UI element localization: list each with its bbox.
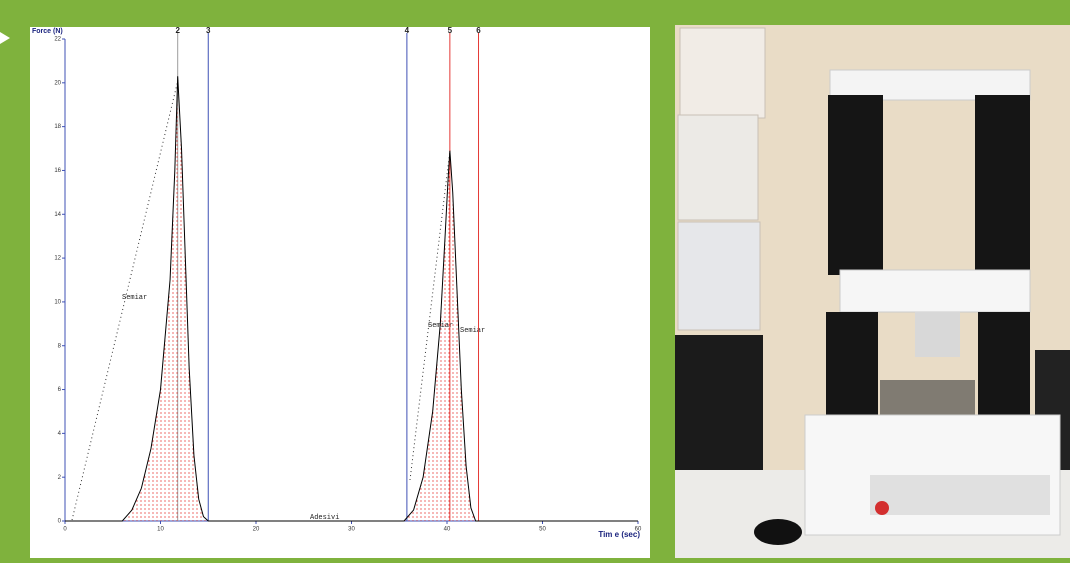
- bellows: [975, 95, 1030, 275]
- x-tick-label: 60: [635, 527, 642, 533]
- marker-label: 2: [175, 26, 180, 35]
- annotation: Semiar: [460, 327, 485, 335]
- photo: [675, 25, 1070, 558]
- marker-label: 6: [476, 26, 481, 35]
- y-axis-label: Force (N): [32, 28, 63, 35]
- y-tick-label: 22: [54, 37, 61, 43]
- y-tick-label: 18: [54, 124, 61, 130]
- sample-stage: [880, 380, 975, 420]
- marker-label: 4: [405, 26, 410, 35]
- bellows: [826, 312, 878, 432]
- slide-canvas: Force (N) Tim e (sec) Semiar Semiar Semi…: [0, 0, 1070, 558]
- slide: Force (N) Tim e (sec) Semiar Semiar Semi…: [0, 0, 1070, 558]
- x-tick-label: 20: [253, 527, 260, 533]
- poster: [680, 28, 765, 118]
- y-tick-label: 14: [54, 212, 61, 218]
- bullet-arrow: [0, 32, 10, 44]
- x-tick-label: 10: [157, 527, 164, 533]
- mouse: [754, 519, 802, 545]
- marker-label: 3: [206, 26, 211, 35]
- x-tick-label: 40: [444, 527, 451, 533]
- x-tick-label: 50: [539, 527, 546, 533]
- poster: [678, 115, 758, 220]
- y-tick-label: 10: [54, 299, 61, 305]
- y-tick-label: 16: [54, 168, 61, 174]
- stop-button: [875, 501, 889, 515]
- y-tick-label: 20: [54, 80, 61, 86]
- y-tick-label: 12: [54, 256, 61, 262]
- chart-panel: [30, 27, 650, 558]
- annotation: Semiar: [122, 294, 147, 302]
- marker-label: 5: [448, 26, 453, 35]
- probe: [915, 312, 960, 357]
- bellows: [978, 312, 1030, 432]
- x-tick-label: 30: [348, 527, 355, 533]
- bellows: [828, 95, 883, 275]
- crosshead: [840, 270, 1030, 312]
- control-panel: [870, 475, 1050, 515]
- poster: [678, 222, 760, 330]
- monitor: [675, 335, 763, 475]
